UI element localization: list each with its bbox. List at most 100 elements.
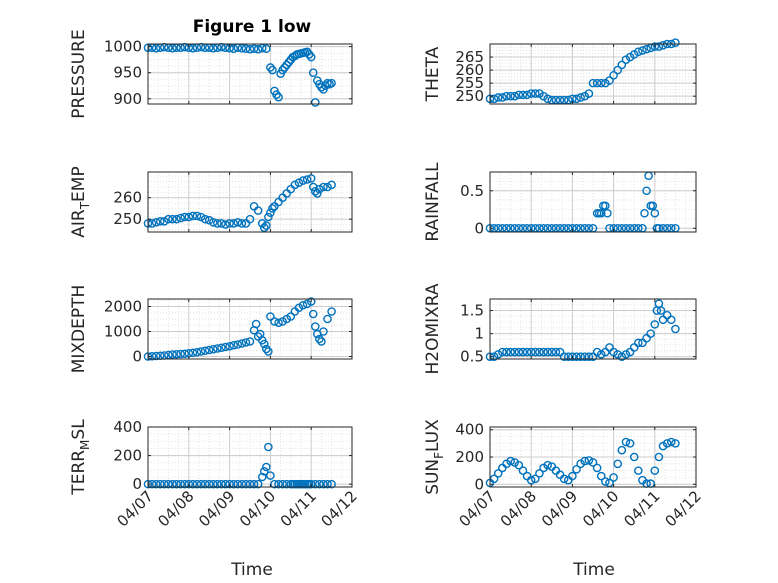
axes-box bbox=[489, 171, 697, 233]
data-point bbox=[572, 94, 581, 104]
data-point bbox=[176, 349, 185, 359]
data-point bbox=[241, 479, 251, 489]
data-point bbox=[568, 471, 577, 481]
data-point bbox=[596, 471, 606, 481]
data-point bbox=[559, 352, 569, 361]
data-point bbox=[184, 212, 194, 222]
data-point bbox=[241, 44, 251, 53]
y-axis-label-subscript: M bbox=[78, 440, 92, 450]
data-point bbox=[237, 43, 247, 53]
axes-box bbox=[147, 171, 353, 233]
y-axis-label-suffix: EMP bbox=[69, 166, 89, 202]
data-point bbox=[531, 347, 540, 357]
y-tick-label: 260 bbox=[113, 189, 142, 207]
data-point bbox=[613, 459, 623, 469]
data-point bbox=[596, 208, 606, 218]
data-point bbox=[302, 175, 312, 184]
data-point bbox=[522, 471, 532, 481]
data-point bbox=[563, 352, 573, 361]
data-point bbox=[274, 318, 283, 328]
data-point bbox=[650, 466, 660, 475]
y-tick-label: 250 bbox=[113, 210, 142, 228]
data-point bbox=[609, 347, 618, 357]
data-point bbox=[613, 350, 623, 359]
data-point bbox=[270, 317, 279, 326]
data-point bbox=[257, 472, 267, 482]
data-point bbox=[208, 43, 218, 53]
data-point bbox=[658, 41, 668, 50]
data-point bbox=[251, 319, 261, 329]
data-point bbox=[592, 78, 602, 88]
data-point bbox=[217, 479, 226, 489]
data-point bbox=[188, 348, 198, 358]
y-axis-label-main: TERR bbox=[69, 450, 89, 496]
data-point bbox=[493, 350, 503, 359]
data-point bbox=[662, 439, 672, 448]
data-point bbox=[294, 178, 304, 188]
data-point bbox=[308, 309, 318, 319]
figure-title: Figure 1 low bbox=[193, 17, 312, 37]
data-point bbox=[264, 347, 273, 356]
data-point bbox=[180, 212, 190, 222]
data-point bbox=[518, 466, 528, 475]
y-tick-label: 200 bbox=[455, 448, 484, 466]
y-axis-label: PRESSURE bbox=[69, 29, 89, 118]
data-point bbox=[200, 479, 210, 489]
data-point bbox=[192, 347, 202, 357]
data-point bbox=[592, 463, 602, 473]
data-point bbox=[315, 184, 324, 194]
data-point bbox=[489, 474, 499, 484]
data-point bbox=[151, 479, 161, 489]
data-point bbox=[671, 38, 680, 47]
data-point bbox=[317, 83, 326, 92]
data-point bbox=[654, 452, 664, 462]
data-point bbox=[502, 347, 511, 357]
data-point bbox=[559, 474, 569, 484]
data-point bbox=[658, 315, 668, 325]
data-point bbox=[188, 211, 198, 221]
y-tick-label: 400 bbox=[113, 418, 142, 436]
data-point bbox=[204, 215, 214, 225]
data-point bbox=[266, 208, 275, 218]
axes-box bbox=[489, 298, 697, 360]
data-point bbox=[498, 347, 507, 357]
data-point bbox=[662, 310, 672, 320]
x-tick-label: 04/10 bbox=[236, 487, 279, 530]
data-point bbox=[580, 352, 590, 361]
y-tick-label: 250 bbox=[455, 87, 484, 105]
data-point bbox=[310, 98, 320, 107]
data-point bbox=[225, 219, 234, 228]
data-point bbox=[317, 337, 326, 346]
data-point bbox=[208, 479, 218, 489]
data-point bbox=[266, 312, 275, 321]
data-point bbox=[213, 479, 222, 489]
data-point bbox=[308, 68, 318, 77]
data-point bbox=[229, 44, 238, 53]
y-tick-label: 1000 bbox=[104, 38, 142, 56]
data-point bbox=[634, 466, 643, 475]
data-point bbox=[241, 338, 251, 347]
data-point bbox=[237, 339, 247, 348]
data-point bbox=[531, 89, 540, 98]
data-point bbox=[543, 94, 552, 104]
y-axis-label-main: MIXDEPTH bbox=[69, 285, 89, 374]
data-point bbox=[225, 341, 234, 351]
data-point bbox=[245, 44, 255, 54]
data-point bbox=[155, 479, 165, 489]
data-point bbox=[584, 456, 594, 465]
y-axis-label-suffix: SL bbox=[69, 419, 89, 440]
data-point bbox=[313, 189, 322, 198]
data-point bbox=[642, 44, 651, 54]
data-point bbox=[192, 479, 202, 489]
data-point bbox=[327, 307, 336, 316]
y-tick-label: 400 bbox=[455, 421, 484, 439]
data-point bbox=[518, 90, 528, 100]
data-point bbox=[526, 347, 536, 357]
data-point bbox=[648, 201, 658, 211]
x-tick-label: 04/09 bbox=[195, 487, 238, 530]
data-point bbox=[172, 214, 181, 224]
data-point bbox=[262, 462, 271, 472]
y-axis-label-main: PRESSURE bbox=[69, 29, 89, 118]
